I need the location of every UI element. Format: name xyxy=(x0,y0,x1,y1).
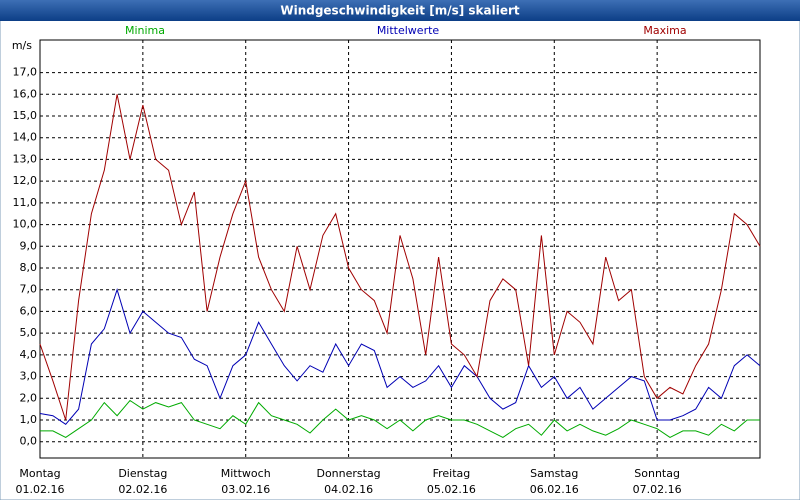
y-tick-label: 6,0 xyxy=(20,304,38,317)
legend-label: Maxima xyxy=(643,24,686,37)
x-tick-label: Sonntag xyxy=(634,467,680,480)
y-tick-label: 16,0 xyxy=(13,87,38,100)
x-tick-label: Donnerstag xyxy=(316,467,380,480)
x-tick-label: Dienstag xyxy=(118,467,167,480)
y-tick-label: 10,0 xyxy=(13,218,38,231)
y-tick-label: 5,0 xyxy=(20,326,38,339)
y-tick-label: 8,0 xyxy=(20,261,38,274)
y-tick-label: 12,0 xyxy=(13,174,38,187)
series-line xyxy=(39,288,761,425)
y-tick-label: 2,0 xyxy=(20,391,38,404)
y-axis-unit: m/s xyxy=(12,39,32,52)
y-tick-label: 9,0 xyxy=(20,239,38,252)
legend-label: Minima xyxy=(125,24,165,37)
x-tick-date: 04.02.16 xyxy=(324,483,373,496)
series-line xyxy=(39,94,761,421)
window-title: Windgeschwindigkeit [m/s] skaliert xyxy=(280,4,520,18)
x-tick-label: Samstag xyxy=(530,467,578,480)
title-bar xyxy=(0,0,800,21)
y-tick-label: 14,0 xyxy=(13,131,38,144)
y-tick-label: 11,0 xyxy=(13,196,38,209)
x-tick-date: 07.02.16 xyxy=(633,483,682,496)
y-tick-label: 15,0 xyxy=(13,109,38,122)
x-tick-label: Freitag xyxy=(433,467,471,480)
x-tick-date: 01.02.16 xyxy=(16,483,65,496)
x-tick-label: Montag xyxy=(19,467,60,480)
y-tick-label: 4,0 xyxy=(20,348,38,361)
y-tick-label: 0,0 xyxy=(20,435,38,448)
legend-label: Mittelwerte xyxy=(377,24,440,37)
series-line xyxy=(40,399,760,438)
x-tick-label: Mittwoch xyxy=(221,467,271,480)
y-tick-label: 3,0 xyxy=(20,370,38,383)
x-tick-date: 05.02.16 xyxy=(427,483,476,496)
y-tick-label: 17,0 xyxy=(13,66,38,79)
x-tick-date: 02.02.16 xyxy=(118,483,167,496)
plot-frame xyxy=(39,39,761,459)
x-tick-date: 06.02.16 xyxy=(530,483,579,496)
y-tick-label: 13,0 xyxy=(13,152,38,165)
y-tick-label: 1,0 xyxy=(20,413,38,426)
x-tick-date: 03.02.16 xyxy=(221,483,270,496)
y-tick-label: 7,0 xyxy=(20,283,38,296)
